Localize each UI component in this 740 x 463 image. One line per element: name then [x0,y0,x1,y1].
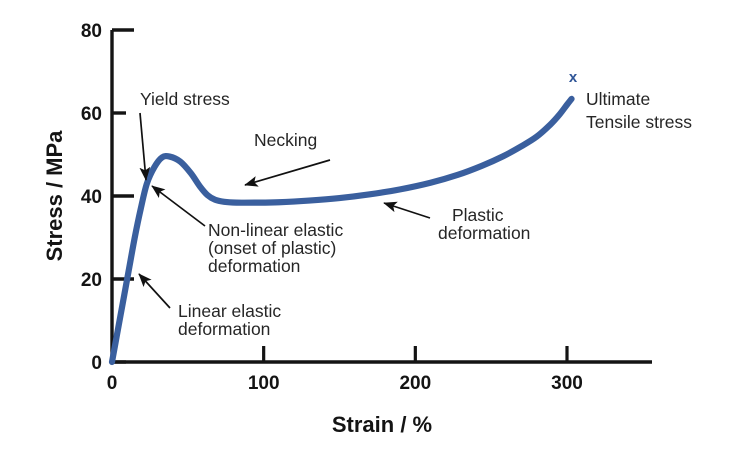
annotation-linear-elastic-line1: Linear elastic [178,301,281,321]
y-tick-label-40: 40 [81,187,102,208]
y-axis-tick-labels: 0 20 40 60 80 [81,21,102,374]
annotation-linear-elastic: Linear elastic deformation [178,301,281,339]
annotation-ultimate-tensile-stress-line1: Ultimate [586,89,650,109]
annotation-non-linear-elastic-line1: Non-linear elastic [208,220,343,240]
annotation-non-linear-elastic-line2: (onset of plastic) [208,238,336,258]
annotation-plastic-deformation-line2: deformation [438,223,530,243]
stress-strain-curve [108,95,575,366]
y-tick-label-80: 80 [81,21,102,42]
annotation-yield-stress: Yield stress [140,89,230,109]
y-tick-label-0: 0 [91,353,102,374]
y-tick-label-60: 60 [81,104,102,125]
x-tick-label-100: 100 [248,373,280,394]
x-axis-ticks [262,346,569,362]
arrow-necking [244,159,331,187]
x-tick-label-0: 0 [107,373,118,394]
y-tick-label-20: 20 [81,270,102,291]
ultimate-tensile-marker-icon: x [569,69,578,86]
x-tick-label-200: 200 [399,373,431,394]
annotation-non-linear-elastic-line3: deformation [208,256,300,276]
annotation-linear-elastic-line2: deformation [178,319,270,339]
annotation-plastic-deformation: Plastic deformation [438,205,530,243]
x-tick-label-300: 300 [551,373,583,394]
annotation-ultimate-tensile-stress-line2: Tensile stress [586,112,692,132]
x-axis-title: Strain / % [332,412,432,437]
annotation-plastic-deformation-line1: Plastic [452,205,504,225]
arrow-yield-stress [139,112,151,181]
arrow-plastic-deformation [383,201,431,219]
x-axis-tick-labels: 0 100 200 300 [107,373,583,394]
annotation-labels: Yield stress Necking Non-linear elastic … [140,89,692,339]
annotation-arrows [138,112,431,309]
annotation-necking: Necking [254,130,317,150]
arrow-non-linear-elastic [151,185,206,227]
y-axis-title: Stress / MPa [42,130,67,262]
annotation-non-linear-elastic: Non-linear elastic (onset of plastic) de… [208,220,343,276]
arrow-linear-elastic [138,273,171,309]
annotation-ultimate-tensile-stress: Ultimate Tensile stress [586,89,692,132]
